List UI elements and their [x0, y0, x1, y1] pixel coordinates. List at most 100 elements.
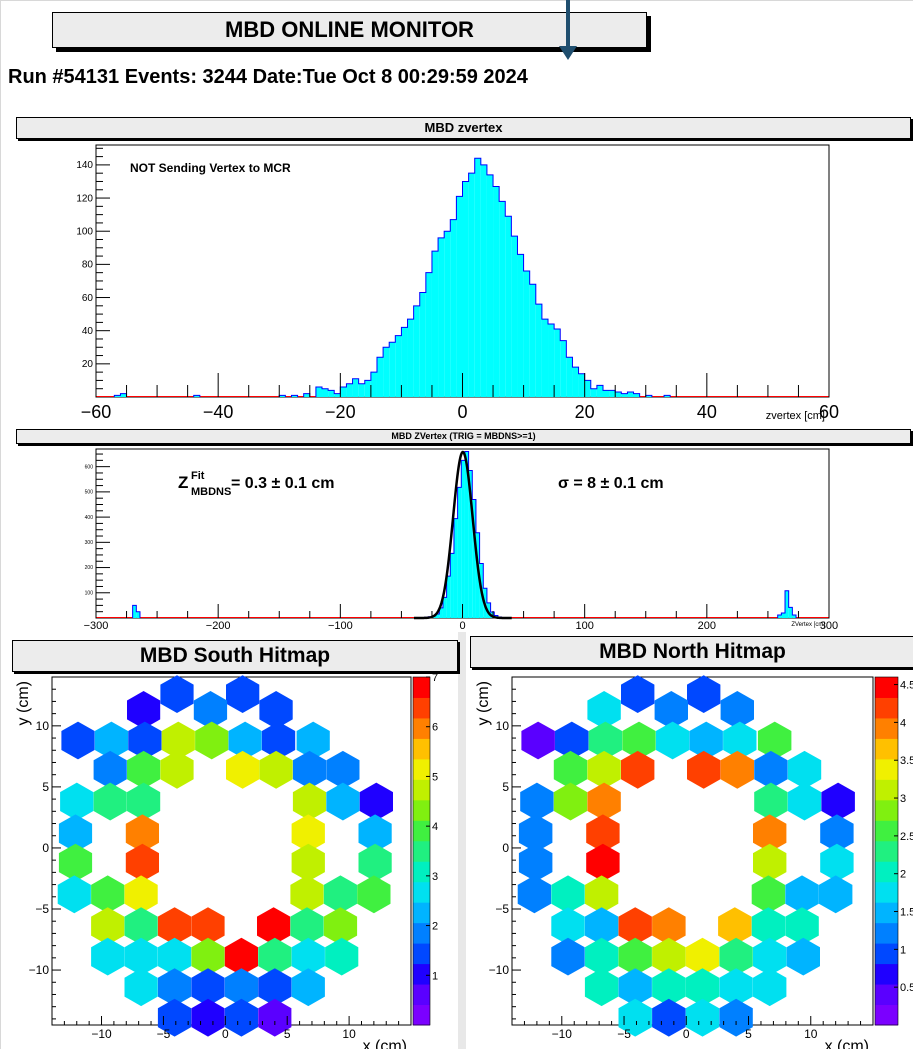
histogram-bar: [486, 602, 491, 618]
hitmap-cell: [587, 691, 621, 729]
palette-tick-label: 3.5: [900, 755, 913, 767]
histogram-bar: [792, 614, 797, 618]
palette-segment: [875, 922, 898, 944]
y-tick-label: 10: [36, 719, 50, 733]
histogram-bar: [132, 605, 137, 618]
x-tick-label: 5: [745, 1027, 752, 1041]
fit-mean-symbol: Z: [178, 473, 188, 492]
palette-segment: [875, 738, 898, 760]
hitmap-cell: [618, 968, 652, 1007]
histogram-bar: [407, 319, 414, 397]
palette-segment: [875, 1004, 898, 1026]
hitmap-cell: [754, 750, 788, 789]
palette-segment: [875, 943, 898, 965]
x-tick-label: −40: [203, 402, 234, 422]
hitmap-cell: [687, 750, 721, 789]
histogram-bar: [457, 487, 462, 618]
hitmap-cell: [224, 968, 258, 1007]
palette-segment: [413, 922, 430, 944]
palette-tick-label: 2: [900, 869, 906, 881]
y-tick-label: 300: [85, 540, 94, 546]
hitmap-cell: [93, 750, 127, 789]
hitmap-cell: [720, 691, 754, 729]
y-tick-label: 20: [82, 359, 94, 370]
x-tick-label: 0: [457, 402, 467, 422]
hitmap-cell: [754, 782, 788, 821]
palette-tick-label: 7: [432, 672, 438, 684]
palette-segment: [413, 738, 430, 760]
hitmap-cell: [193, 691, 228, 729]
palette-segment: [413, 943, 430, 965]
hitmap-cell: [518, 843, 553, 882]
palette-tick-label: 2: [432, 921, 438, 933]
hitmap-cell: [127, 750, 161, 789]
palette-segment: [875, 820, 898, 842]
histogram-bar: [383, 347, 390, 397]
y-tick-label: −10: [489, 963, 510, 977]
run-info: Run #54131 Events: 3244 Date:Tue Oct 8 0…: [8, 66, 528, 88]
histogram-bar: [303, 393, 310, 397]
hitmap-cell: [226, 750, 260, 789]
hitmap-cell: [228, 721, 262, 760]
hitmap-cell: [292, 782, 327, 821]
hitmap-cell: [587, 782, 621, 821]
palette-segment: [413, 984, 430, 1006]
hitmap-cell: [751, 875, 786, 914]
histogram-bar: [453, 518, 458, 618]
hitmap-cell: [125, 814, 159, 853]
histogram-bar: [621, 393, 628, 397]
palette-segment: [413, 677, 430, 698]
hitmap-cell: [820, 814, 854, 853]
hitmap-cell: [224, 998, 258, 1037]
palette-segment: [875, 717, 898, 739]
histogram-bar: [358, 383, 365, 397]
gaussian-fit-curve: [414, 450, 512, 620]
hitmap-cell: [584, 907, 619, 945]
histogram-bar: [389, 342, 396, 397]
hitmap-cell: [820, 843, 854, 882]
palette-segment: [875, 779, 898, 801]
palette-segment: [413, 717, 430, 739]
hitmap-cell: [127, 782, 161, 821]
hitmap-cell: [161, 721, 195, 760]
hitmap-cell: [160, 675, 194, 713]
x-tick-label: 0: [683, 1027, 690, 1041]
histogram-bar: [435, 613, 440, 618]
hitmap-cell: [357, 875, 391, 914]
hitmap-cell: [584, 875, 619, 914]
zvertex-fit-chart: −300 −200 −100 0 100 200 300 100 200 300 400 500 600…: [84, 448, 838, 632]
histogram-bar: [442, 597, 447, 618]
hitmap-cell: [821, 782, 855, 821]
histogram-bar: [664, 395, 671, 397]
hitmap-cell: [94, 721, 128, 760]
palette-segment: [413, 963, 430, 985]
x-axis-label: zvertex [cm]: [766, 410, 825, 422]
palette-segment: [875, 881, 898, 903]
hitmap-cell: [291, 937, 325, 976]
frame-left-border: [0, 0, 1, 1049]
histogram-bar: [777, 614, 782, 618]
palette-segment: [413, 861, 430, 883]
y-axis-label: y (cm): [475, 681, 492, 725]
histogram-bar: [352, 378, 359, 397]
histogram-bar: [468, 173, 475, 397]
hitmap-cell: [555, 721, 589, 760]
histogram-bar: [578, 373, 585, 397]
hitmap-cell: [787, 750, 822, 789]
hitmap-cell: [518, 814, 553, 853]
x-tick-label: −200: [206, 620, 231, 632]
hitmap-cell: [753, 937, 787, 976]
y-tick-label: 5: [502, 780, 509, 794]
hitmap-cell: [587, 750, 621, 789]
hitmap-cell: [618, 937, 652, 976]
histogram-bar: [590, 388, 597, 397]
histogram-bar: [340, 387, 347, 397]
x-tick-label: −5: [617, 1027, 631, 1041]
hitmap-cell: [157, 968, 192, 1007]
histogram-bar: [438, 237, 445, 397]
palette-segment: [413, 820, 430, 842]
hitmap-cell: [326, 750, 360, 789]
hitmap-cell: [618, 998, 652, 1037]
hitmap-cell: [517, 875, 552, 914]
